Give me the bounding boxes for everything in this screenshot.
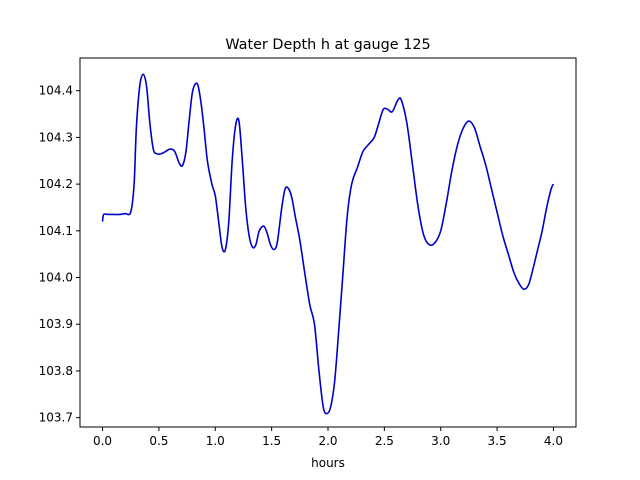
x-tick-label: 3.0: [431, 434, 450, 448]
y-tick-label: 103.9: [39, 317, 73, 331]
x-tick-label: 0.5: [149, 434, 168, 448]
y-tick-label: 103.7: [39, 411, 73, 425]
x-tick-label: 1.0: [206, 434, 225, 448]
x-tick-label: 3.5: [488, 434, 507, 448]
y-tick-label: 104.3: [39, 130, 73, 144]
x-tick-label: 2.0: [318, 434, 337, 448]
x-tick-label: 2.5: [375, 434, 394, 448]
y-tick-label: 103.8: [39, 364, 73, 378]
x-tick-label: 1.5: [262, 434, 281, 448]
x-axis-label: hours: [311, 456, 345, 470]
y-tick-label: 104.4: [39, 84, 73, 98]
y-tick-label: 104.2: [39, 177, 73, 191]
y-tick-label: 104.0: [39, 271, 73, 285]
x-axis: 0.0 0.5 1.0 1.5 2.0 2.5 3.0 3.5 4.0: [93, 427, 563, 448]
x-tick-label: 0.0: [93, 434, 112, 448]
x-tick-label: 4.0: [544, 434, 563, 448]
y-tick-label: 104.1: [39, 224, 73, 238]
chart-title: Water Depth h at gauge 125: [225, 37, 430, 53]
y-axis: 103.7 103.8 103.9 104.0 104.1 104.2 104.3 104.4: [39, 84, 80, 425]
series-line-water-depth: [101, 73, 555, 415]
